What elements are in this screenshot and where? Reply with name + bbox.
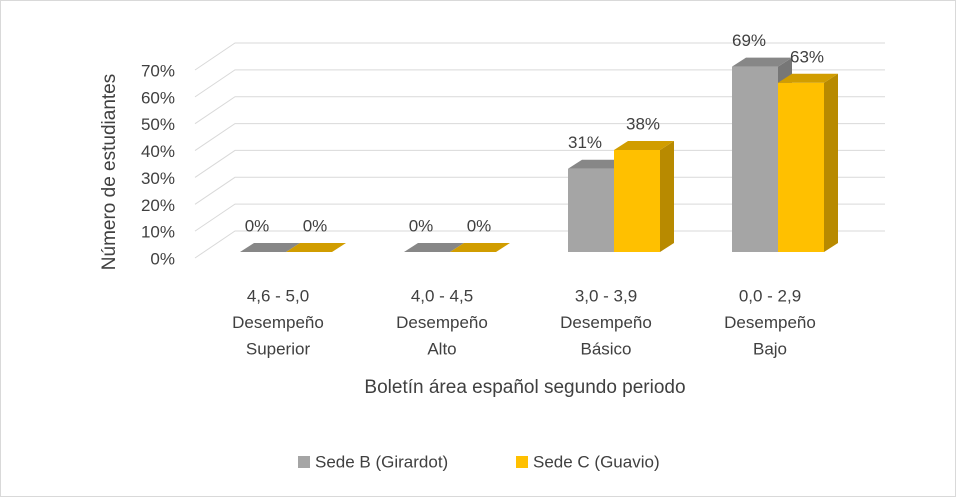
bar-top <box>614 140 674 150</box>
x-tick-label: 3,0 - 3,9 <box>575 286 637 305</box>
grid-line <box>194 42 885 71</box>
bar-top <box>286 243 346 252</box>
bar <box>614 140 674 252</box>
bar-top <box>404 243 464 252</box>
bar-top <box>778 73 838 83</box>
bar-top <box>568 159 628 169</box>
bar <box>286 243 346 252</box>
bar-front <box>732 66 778 252</box>
y-tick-label: 50% <box>141 115 175 134</box>
y-axis-title: Número de estudiantes <box>99 74 120 270</box>
bar <box>450 243 510 252</box>
x-tick-label: Bajo <box>753 339 787 358</box>
y-tick-label: 0% <box>150 249 175 268</box>
x-tick-label: Desempeño <box>396 313 488 332</box>
x-tick-label: Superior <box>246 339 311 358</box>
x-tick-label: Alto <box>427 339 456 358</box>
legend-swatch <box>298 456 310 468</box>
legend-label: Sede B (Girardot) <box>315 452 448 471</box>
x-tick-label: 0,0 - 2,9 <box>739 286 801 305</box>
data-label: 38% <box>626 114 660 133</box>
bar-top <box>450 243 510 252</box>
y-tick-label: 30% <box>141 169 175 188</box>
y-tick-label: 20% <box>141 196 175 215</box>
data-label: 31% <box>568 133 602 152</box>
x-tick-label: 4,0 - 4,5 <box>411 286 473 305</box>
bar <box>240 243 300 252</box>
bar-top <box>240 243 300 252</box>
data-label: 0% <box>409 216 434 235</box>
grid-line <box>194 96 885 125</box>
bar-front <box>568 168 614 252</box>
bar-side <box>660 140 674 252</box>
x-tick-label: 4,6 - 5,0 <box>247 286 309 305</box>
bar-side <box>824 73 838 252</box>
grid-line <box>194 123 885 151</box>
x-tick-label: Desempeño <box>560 313 652 332</box>
x-tick-label: Básico <box>580 339 631 358</box>
data-label: 0% <box>303 216 328 235</box>
y-tick-label: 60% <box>141 88 175 107</box>
grid-line <box>194 69 885 98</box>
bar-front <box>614 149 660 252</box>
x-axis-title: Boletín área español segundo periodo <box>364 377 685 398</box>
bar-top <box>732 57 792 67</box>
data-label: 69% <box>732 31 766 50</box>
data-label: 0% <box>245 216 270 235</box>
x-tick-label: Desempeño <box>232 313 324 332</box>
bar <box>404 243 464 252</box>
y-tick-label: 40% <box>141 142 175 161</box>
x-tick-label: Desempeño <box>724 313 816 332</box>
data-label: 0% <box>467 216 492 235</box>
bar <box>778 73 838 252</box>
legend-label: Sede C (Guavio) <box>533 452 660 471</box>
y-tick-label: 70% <box>141 61 175 80</box>
legend-swatch <box>516 456 528 468</box>
bar-front <box>778 82 824 252</box>
data-label: 63% <box>790 47 824 66</box>
y-tick-label: 10% <box>141 223 175 242</box>
